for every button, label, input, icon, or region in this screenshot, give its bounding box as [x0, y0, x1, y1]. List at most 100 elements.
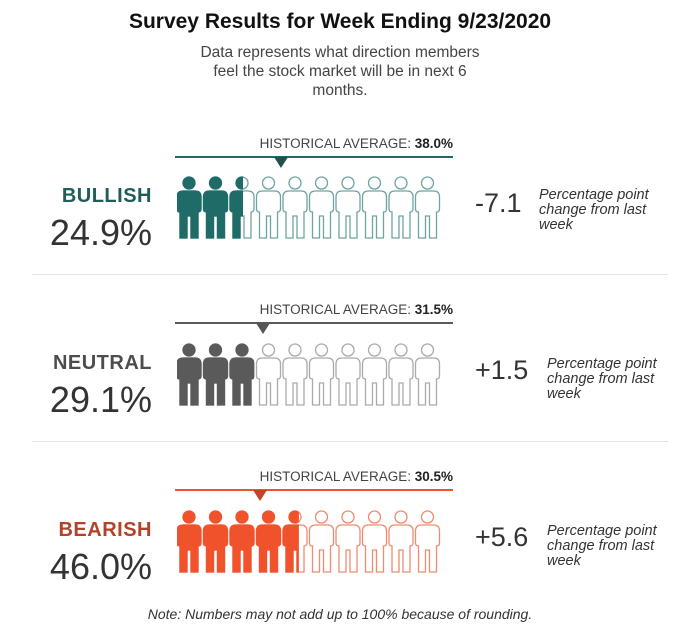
person-icon	[414, 190, 441, 239]
person-icon	[255, 357, 282, 406]
person-icon	[308, 190, 335, 239]
person-icon-head	[341, 176, 355, 190]
category-value-bullish: 24.9%	[49, 212, 152, 253]
category-label-bullish: BULLISH	[61, 185, 152, 207]
historical-average-marker	[273, 157, 288, 168]
person-icon-head-filled	[208, 510, 223, 524]
historical-average-marker	[255, 323, 270, 334]
historical-average-neutral: HISTORICAL AVERAGE: 31.5%	[175, 302, 453, 334]
person-icons-neutral	[177, 343, 441, 406]
change-value-neutral: +1.5	[475, 355, 529, 385]
person-icon-head-filled	[182, 343, 196, 357]
person-icon	[388, 357, 414, 406]
person-icon-head-filled	[182, 176, 196, 190]
person-icon-head	[288, 343, 302, 357]
person-icon	[335, 524, 361, 573]
person-icon-head	[314, 510, 329, 524]
person-icon-head-filled	[208, 343, 223, 357]
chart-title: Survey Results for Week Ending 9/23/2020	[128, 10, 552, 33]
person-icon-filled	[282, 524, 299, 573]
person-icon	[335, 190, 361, 239]
person-icon	[282, 190, 308, 239]
person-icon-head	[341, 343, 355, 357]
historical-average-label: HISTORICAL AVERAGE: 38.0%	[259, 136, 453, 151]
person-icon-head	[261, 176, 276, 190]
historical-average-value: 30.5%	[414, 469, 453, 484]
historical-average-line	[175, 156, 453, 158]
person-icon-head-filled	[235, 343, 249, 357]
section-divider	[32, 441, 668, 442]
person-icon	[308, 357, 335, 406]
person-icon	[361, 190, 388, 239]
historical-average-label: HISTORICAL AVERAGE: 31.5%	[259, 302, 453, 317]
person-icon-filled	[202, 524, 229, 573]
person-icon-filled	[177, 190, 202, 239]
chart-subtitle: Data represents what direction members f…	[200, 44, 480, 99]
historical-average-value: 31.5%	[414, 302, 453, 317]
change-value-bullish: -7.1	[475, 188, 522, 218]
historical-average-bullish: HISTORICAL AVERAGE: 38.0%	[175, 136, 453, 168]
person-icon	[361, 357, 388, 406]
person-icon	[282, 357, 308, 406]
person-icon-filled	[255, 524, 282, 573]
section-bullish: HISTORICAL AVERAGE: 38.0% BULLISH 24.9% …	[0, 136, 680, 304]
category-value-bearish: 46.0%	[49, 546, 152, 587]
person-icon-filled	[177, 357, 202, 406]
person-icon-head	[394, 176, 408, 190]
category-label-bearish: BEARISH	[58, 519, 152, 541]
person-icon-head	[420, 510, 435, 524]
person-icon-filled	[202, 190, 229, 239]
section-bearish: HISTORICAL AVERAGE: 30.5% BEARISH 46.0% …	[0, 469, 680, 637]
historical-average-line	[175, 322, 453, 324]
person-icon-head	[394, 510, 408, 524]
footnote: Note: Numbers may not add up to 100% bec…	[147, 606, 533, 622]
person-icon-head-filled	[235, 510, 249, 524]
person-icon-head	[367, 510, 382, 524]
person-icon	[388, 190, 414, 239]
person-icon	[388, 524, 414, 573]
person-icon	[335, 357, 361, 406]
historical-average-marker	[252, 490, 267, 501]
person-icon	[255, 190, 282, 239]
person-icon-head	[314, 343, 329, 357]
change-value-bearish: +5.6	[475, 522, 529, 552]
person-icon-filled	[229, 524, 255, 573]
change-note-bearish: Percentage point change from last week	[547, 523, 657, 569]
person-icon-head	[261, 343, 276, 357]
historical-average-line	[175, 489, 453, 491]
person-icon-head	[420, 176, 435, 190]
icon-fill-group	[177, 510, 299, 573]
section-neutral: HISTORICAL AVERAGE: 31.5% NEUTRAL 29.1% …	[0, 302, 680, 470]
person-icon-head	[341, 510, 355, 524]
historical-average-bearish: HISTORICAL AVERAGE: 30.5%	[175, 469, 453, 501]
icon-fill-group	[177, 343, 255, 406]
historical-average-value: 38.0%	[414, 136, 453, 151]
person-icon-head	[314, 176, 329, 190]
person-icon-head	[394, 343, 408, 357]
person-icon	[414, 524, 441, 573]
person-icon-head-filled	[208, 176, 223, 190]
person-icon-filled	[202, 357, 229, 406]
person-icons-bearish	[177, 510, 441, 573]
person-icons-bullish	[177, 176, 441, 239]
person-icon-filled	[177, 524, 202, 573]
category-label-neutral: NEUTRAL	[52, 352, 152, 374]
person-icon	[308, 524, 335, 573]
person-icon-head	[367, 176, 382, 190]
person-icon	[361, 524, 388, 573]
person-icon-head-filled	[288, 510, 299, 524]
person-icon	[414, 357, 441, 406]
person-icon-head-filled	[261, 510, 276, 524]
change-note-bullish: Percentage point change from last week	[539, 187, 649, 233]
person-icon-head	[420, 343, 435, 357]
person-icon-filled	[229, 357, 255, 406]
person-icon-head	[288, 176, 302, 190]
change-note-neutral: Percentage point change from last week	[547, 356, 657, 402]
person-icon-head-filled	[235, 176, 243, 190]
section-divider	[32, 274, 668, 275]
historical-average-label: HISTORICAL AVERAGE: 30.5%	[259, 469, 453, 484]
category-value-neutral: 29.1%	[49, 379, 152, 420]
icon-fill-group	[177, 176, 243, 239]
person-icon-head-filled	[182, 510, 196, 524]
person-icon-filled	[229, 190, 243, 239]
